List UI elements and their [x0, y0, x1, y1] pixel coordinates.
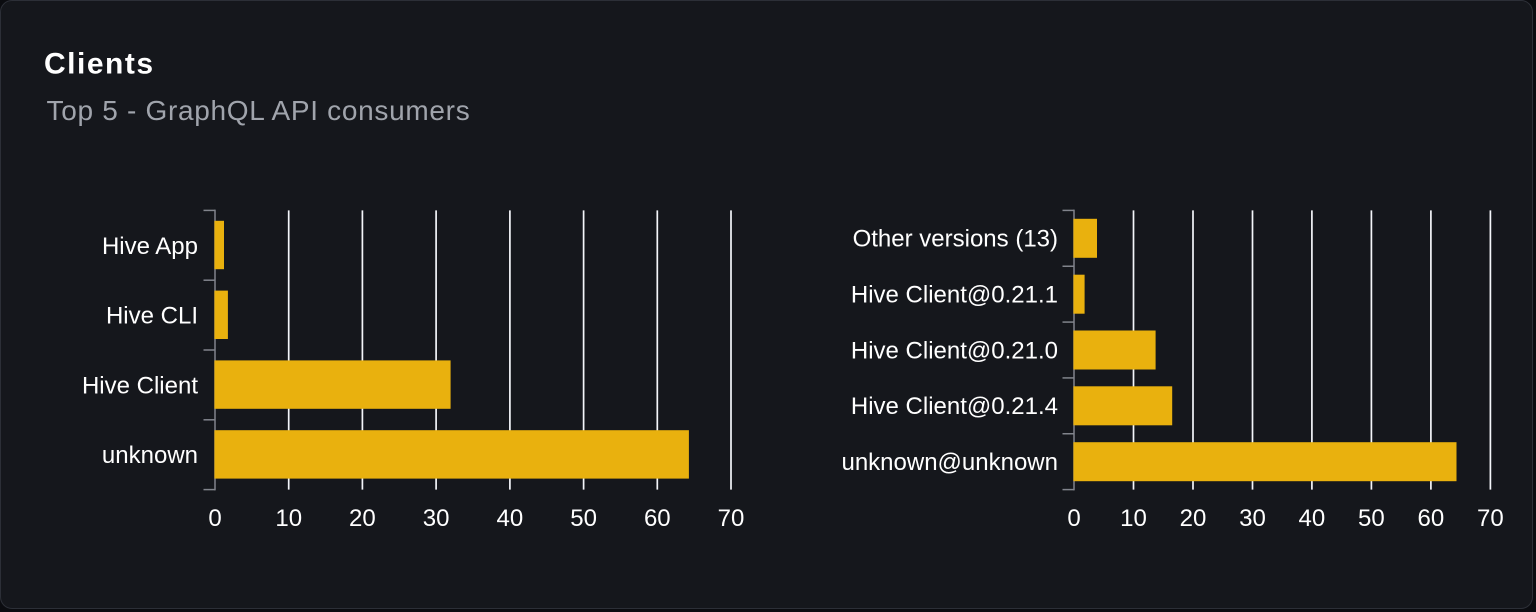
- svg-text:70: 70: [1477, 505, 1504, 532]
- svg-text:50: 50: [570, 505, 597, 532]
- svg-text:10: 10: [275, 505, 302, 532]
- svg-text:0: 0: [1067, 505, 1080, 532]
- svg-text:30: 30: [423, 505, 450, 532]
- svg-text:Hive Client: Hive Client: [82, 372, 198, 399]
- svg-text:30: 30: [1239, 505, 1266, 532]
- svg-text:60: 60: [644, 505, 671, 532]
- svg-text:40: 40: [497, 505, 524, 532]
- svg-text:unknown: unknown: [102, 442, 198, 469]
- svg-text:Hive CLI: Hive CLI: [106, 303, 198, 330]
- svg-text:70: 70: [718, 505, 745, 532]
- svg-text:60: 60: [1418, 505, 1445, 532]
- svg-text:20: 20: [1180, 505, 1207, 532]
- svg-text:50: 50: [1358, 505, 1385, 532]
- svg-text:unknown@unknown: unknown@unknown: [841, 449, 1058, 476]
- svg-text:Other versions (13): Other versions (13): [853, 226, 1058, 253]
- svg-text:Hive Client@0.21.1: Hive Client@0.21.1: [851, 282, 1058, 309]
- svg-text:10: 10: [1120, 505, 1147, 532]
- svg-text:20: 20: [349, 505, 376, 532]
- svg-text:0: 0: [208, 505, 221, 532]
- svg-text:40: 40: [1299, 505, 1326, 532]
- svg-text:Hive App: Hive App: [102, 233, 198, 260]
- svg-text:Hive Client@0.21.0: Hive Client@0.21.0: [851, 337, 1058, 364]
- svg-text:Hive Client@0.21.4: Hive Client@0.21.4: [851, 393, 1058, 420]
- svg-text:Clients: Clients: [44, 48, 155, 81]
- svg-text:Top 5 - GraphQL API consumers: Top 5 - GraphQL API consumers: [47, 95, 471, 126]
